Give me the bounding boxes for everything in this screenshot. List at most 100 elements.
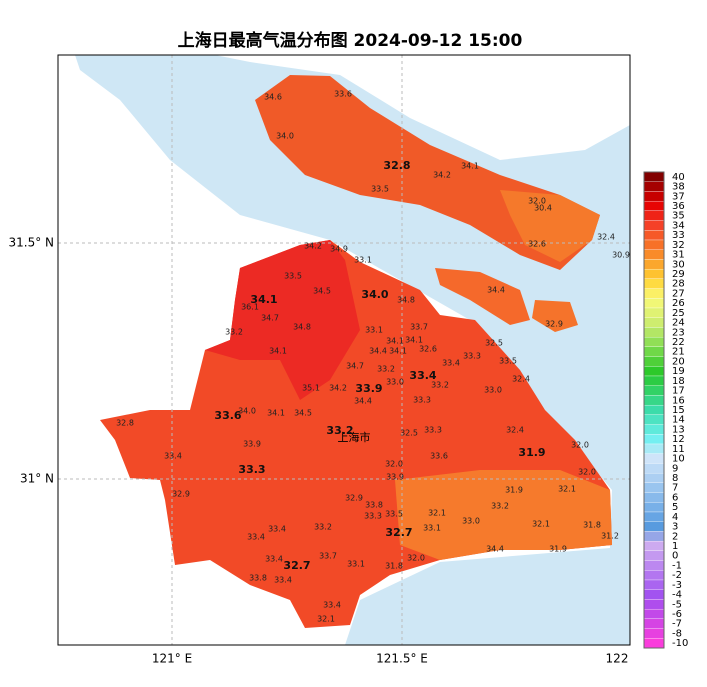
hot-zone: [205, 240, 360, 400]
station-value: 32.0: [385, 460, 403, 469]
station-value: 30.4: [534, 204, 552, 213]
colorbar-cell: [643, 424, 665, 435]
colorbar-cell: [643, 443, 665, 454]
colorbar-cell: [643, 230, 665, 241]
station-value: 33.7: [319, 552, 337, 561]
colorbar-cell: [643, 608, 665, 620]
colorbar-label: 40: [672, 172, 685, 183]
station-value: 33.9: [243, 440, 261, 449]
station-value: 33.4: [442, 359, 460, 368]
district-value: 32.8: [383, 159, 410, 172]
colorbar-label: 10: [672, 454, 685, 465]
station-value: 33.5: [385, 510, 403, 519]
colorbar-cell: [643, 239, 665, 250]
colorbar-cell: [643, 336, 665, 348]
colorbar-label: 16: [672, 395, 685, 406]
colorbar-cell: [643, 395, 665, 406]
district-value: 33.2: [326, 424, 353, 437]
station-value: 33.5: [499, 357, 517, 366]
station-value: 34.1: [389, 347, 407, 356]
station-value: 30.9: [612, 251, 630, 260]
colorbar-cell: [643, 589, 665, 600]
colorbar-cell: [643, 540, 665, 552]
colorbar-label: 14: [672, 415, 685, 426]
station-value: 33.3: [463, 352, 481, 361]
colorbar-label: 12: [672, 434, 685, 445]
station-value: 34.4: [486, 545, 504, 554]
station-value: 33.5: [284, 272, 302, 281]
colorbar-cell: [643, 181, 665, 192]
station-value: 33.2: [314, 523, 332, 532]
station-value: 34.0: [276, 132, 294, 141]
colorbar-cell: [643, 463, 665, 474]
station-value: 33.4: [268, 525, 286, 534]
colorbar-label: -8: [672, 628, 682, 639]
district-value: 34.1: [250, 293, 277, 306]
station-value: 32.6: [528, 240, 546, 249]
station-value: 32.5: [400, 429, 418, 438]
district-value: 34.0: [361, 288, 388, 301]
station-value: 33.4: [247, 533, 265, 542]
station-value: 32.5: [485, 339, 503, 348]
station-value: 32.1: [558, 485, 576, 494]
station-value: 31.9: [549, 545, 567, 554]
colorbar-cell: [643, 375, 665, 386]
colorbar-label: 28: [672, 279, 685, 290]
colorbar-cell: [643, 521, 665, 532]
colorbar-label: 38: [672, 182, 685, 193]
station-value: 32.0: [578, 468, 596, 477]
colorbar-label: 21: [672, 347, 685, 358]
station-value: 34.7: [346, 362, 364, 371]
small-island: [532, 300, 578, 332]
colorbar-cell: [643, 434, 665, 445]
station-value: 34.4: [487, 286, 505, 295]
station-value: 34.7: [261, 314, 279, 323]
city-label: 上海市: [338, 430, 371, 444]
colorbar-label: -6: [672, 609, 682, 620]
colorbar-label: 27: [672, 288, 685, 299]
station-value: 32.8: [116, 419, 134, 428]
colorbar-cell: [643, 249, 665, 260]
colorbar-cell: [643, 618, 665, 629]
colorbar-cell: [643, 385, 665, 396]
colorbar-label: 11: [672, 444, 685, 455]
station-value: 34.2: [329, 384, 347, 393]
station-value: 33.4: [323, 601, 341, 610]
station-value: 33.3: [413, 396, 431, 405]
y-axis-label: 31.5° N: [8, 236, 54, 250]
station-value: 32.6: [419, 345, 437, 354]
station-value: 32.4: [506, 426, 524, 435]
station-value: 32.9: [545, 320, 563, 329]
station-value: 32.1: [532, 520, 550, 529]
colorbar-label: 22: [672, 337, 685, 348]
station-value: 34.8: [397, 296, 415, 305]
colorbar-label: 0: [672, 551, 678, 562]
colorbar-cell: [643, 531, 665, 542]
colorbar-cell: [643, 366, 665, 377]
colorbar-label: -2: [672, 570, 682, 581]
colorbar-label: 2: [672, 531, 678, 542]
station-value: 34.1: [405, 336, 423, 345]
colorbar-cell: [643, 511, 665, 522]
colorbar-cell: [643, 492, 665, 503]
colorbar-label: 35: [672, 211, 685, 222]
station-value: 34.2: [304, 242, 322, 251]
colorbar-cell: [643, 472, 665, 484]
station-value: 34.1: [461, 162, 479, 171]
colorbar-label: 24: [672, 318, 685, 329]
station-value: 33.2: [491, 502, 509, 511]
colorbar-label: 4: [672, 512, 678, 523]
colorbar-label: -1: [672, 560, 682, 571]
map-border: [57, 54, 631, 646]
colorbar-label: -7: [672, 619, 682, 630]
colorbar-cell: [643, 404, 665, 416]
district-value: 32.7: [283, 559, 310, 572]
station-value: 34.1: [269, 347, 287, 356]
colorbar-cell: [643, 356, 665, 367]
colorbar-label: 23: [672, 327, 685, 338]
colorbar-cell: [643, 453, 665, 464]
station-value: 33.0: [462, 517, 480, 526]
colorbar-label: 19: [672, 366, 685, 377]
station-value: 33.1: [354, 256, 372, 265]
colorbar-label: 7: [672, 483, 678, 494]
